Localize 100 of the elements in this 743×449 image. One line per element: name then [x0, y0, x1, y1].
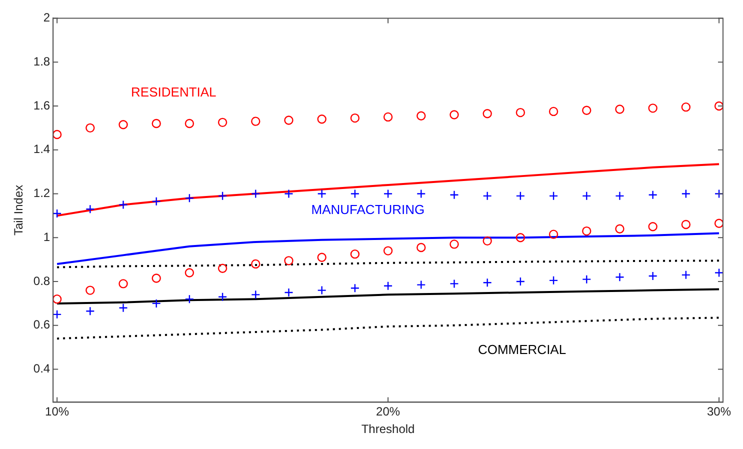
point [317, 286, 326, 295]
point [681, 102, 691, 112]
point [152, 118, 161, 128]
point [350, 189, 360, 198]
point [681, 220, 691, 230]
point [615, 104, 624, 114]
point [582, 226, 592, 236]
y-tick-label: 1.2 [33, 186, 50, 200]
y-tick-label: 2 [43, 10, 50, 25]
x-axis-title: Threshold [361, 422, 415, 436]
point [118, 303, 128, 312]
point [714, 189, 723, 198]
point [317, 252, 326, 262]
point [383, 246, 393, 256]
point [714, 268, 723, 278]
point [350, 249, 360, 259]
point [516, 191, 526, 201]
x-tick-label: 10% [45, 404, 70, 419]
annotation: MANUFACTURING [311, 202, 425, 217]
point [714, 101, 723, 111]
point [416, 111, 426, 120]
y-tick-label: 1.6 [33, 98, 50, 112]
point [284, 288, 294, 298]
point [615, 224, 624, 234]
point [714, 218, 723, 228]
point [218, 191, 228, 201]
point [681, 270, 691, 280]
point [218, 118, 228, 128]
point [648, 271, 658, 281]
point [648, 104, 658, 113]
point [582, 191, 592, 201]
point [383, 281, 393, 291]
point [450, 240, 459, 249]
point [350, 113, 360, 123]
point [284, 116, 294, 125]
point [482, 191, 492, 201]
x-tick-label: 20% [376, 404, 400, 419]
point [615, 191, 624, 201]
point [548, 230, 558, 239]
point [383, 112, 393, 122]
point [548, 276, 558, 286]
point [53, 310, 62, 320]
point [218, 292, 228, 302]
point [184, 194, 194, 203]
point [53, 294, 62, 304]
point [548, 106, 558, 116]
point [86, 123, 95, 133]
point [615, 272, 624, 282]
point [118, 120, 128, 130]
point [118, 200, 128, 210]
point [118, 279, 128, 288]
point [86, 204, 95, 214]
y-tick-label: 1 [43, 230, 50, 244]
point [53, 130, 62, 140]
point [86, 306, 95, 316]
point [218, 264, 228, 273]
point [516, 233, 526, 242]
point [681, 189, 691, 198]
y-tick-label: 0.6 [33, 318, 50, 332]
point [416, 242, 426, 252]
point [251, 189, 260, 198]
point [482, 278, 492, 288]
point [516, 108, 526, 118]
point [152, 274, 161, 283]
point [582, 106, 592, 115]
point [53, 208, 62, 218]
point [450, 190, 459, 200]
annotation: COMMERCIAL [478, 342, 566, 357]
line-series [56, 316, 720, 340]
y-tick-label: 0.4 [33, 362, 50, 376]
point [482, 236, 492, 246]
point [482, 109, 492, 118]
y-tick-label: 1.4 [33, 142, 50, 156]
point [516, 276, 526, 286]
y-tick-label: 0.8 [33, 274, 50, 288]
point [251, 290, 260, 300]
point [184, 294, 194, 304]
point [450, 279, 459, 288]
annotation: RESIDENTIAL [131, 84, 216, 100]
point [184, 118, 194, 128]
point [251, 259, 260, 269]
point [284, 256, 294, 266]
point [416, 280, 426, 290]
y-tick-label: 1.8 [33, 54, 50, 68]
x-tick-label: 30% [707, 404, 732, 419]
point [251, 116, 260, 126]
point [350, 283, 360, 293]
point [86, 286, 95, 295]
point [152, 298, 161, 308]
point [284, 189, 294, 198]
point [317, 114, 326, 124]
point [648, 222, 658, 232]
y-axis-title: Tail Index [12, 184, 26, 236]
point [582, 274, 592, 284]
point [548, 191, 558, 201]
point [152, 196, 161, 206]
point [184, 268, 194, 278]
point [416, 189, 426, 198]
line-series [56, 260, 720, 268]
point [648, 190, 658, 200]
